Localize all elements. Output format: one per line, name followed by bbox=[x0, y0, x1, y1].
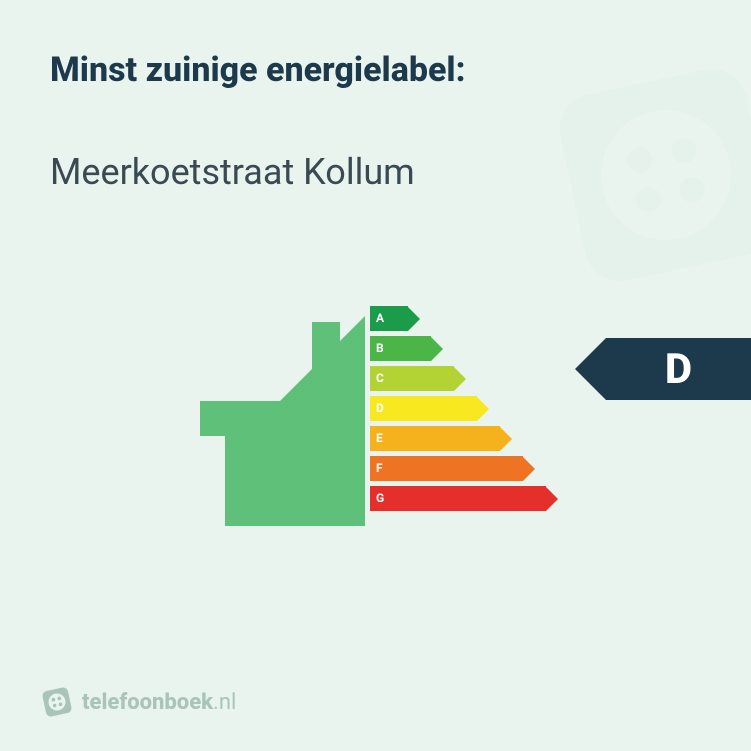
energy-bar-row: B bbox=[370, 334, 558, 364]
energy-bar-row: A bbox=[370, 304, 558, 334]
energy-bar-label: F bbox=[376, 456, 383, 481]
footer: telefoonboek.nl bbox=[42, 687, 236, 717]
energy-bar-label: A bbox=[376, 306, 384, 331]
energy-bar-row: D bbox=[370, 394, 558, 424]
energy-bar-label: G bbox=[376, 486, 384, 511]
energy-bar-label: C bbox=[376, 366, 384, 391]
energy-bar: C bbox=[370, 366, 466, 391]
energy-label-card: Minst zuinige energielabel: Meerkoetstra… bbox=[0, 0, 751, 751]
energy-bar: B bbox=[370, 336, 443, 361]
energy-bar-row: C bbox=[370, 364, 558, 394]
energy-bar-label: E bbox=[376, 426, 383, 451]
energy-bar: D bbox=[370, 396, 489, 421]
footer-logo-icon bbox=[39, 684, 75, 720]
rating-badge: D bbox=[575, 338, 751, 400]
energy-bar: F bbox=[370, 456, 535, 481]
energy-bar: E bbox=[370, 426, 512, 451]
energy-bar-label: D bbox=[376, 396, 384, 421]
energy-bar-row: G bbox=[370, 484, 558, 514]
rating-badge-letter: D bbox=[606, 338, 751, 400]
energy-bar: G bbox=[370, 486, 558, 511]
energy-bars: ABCDEFG bbox=[370, 304, 558, 514]
house-icon bbox=[200, 316, 365, 526]
energy-bar-label: B bbox=[376, 336, 384, 361]
energy-bar-row: E bbox=[370, 424, 558, 454]
energy-bar: A bbox=[370, 306, 420, 331]
footer-brand: telefoonboek.nl bbox=[82, 690, 236, 715]
footer-brand-light: .nl bbox=[213, 690, 236, 715]
energy-bar-row: F bbox=[370, 454, 558, 484]
rating-badge-arrow bbox=[575, 338, 606, 400]
footer-brand-bold: telefoonboek bbox=[82, 690, 213, 715]
